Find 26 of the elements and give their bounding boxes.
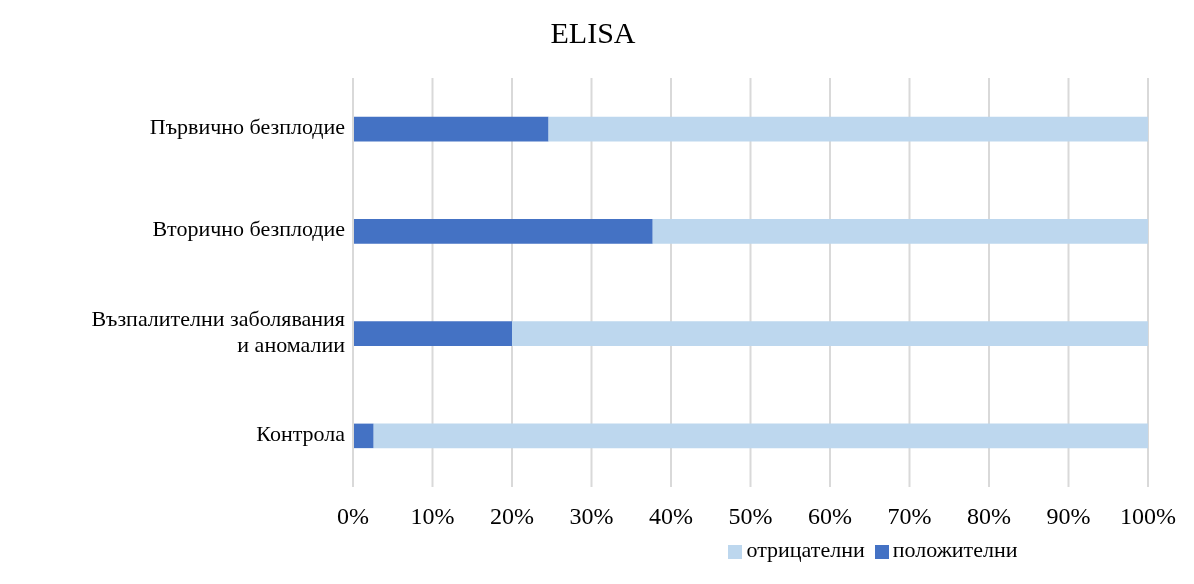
x-tick-label: 20% <box>490 503 534 530</box>
bar <box>353 116 549 142</box>
y-tick-label: Контрола <box>256 420 346 446</box>
bar <box>512 321 1148 346</box>
legend-label: положителни <box>892 537 1018 562</box>
legend-label: отрицателни <box>746 537 865 562</box>
bar <box>353 423 374 449</box>
bar <box>353 321 512 346</box>
x-tick-label: 10% <box>410 503 455 530</box>
chart-title: ELISA <box>549 15 637 51</box>
x-tick-label: 100% <box>1120 503 1176 530</box>
y-tick-label: Първично безплодие <box>149 114 345 140</box>
y-tick-label: Вторично безплодие <box>152 216 345 242</box>
x-tick-label: 30% <box>569 503 614 530</box>
bar <box>353 219 653 244</box>
bar <box>652 219 1148 244</box>
bar <box>548 116 1148 142</box>
x-tick-label: 70% <box>887 503 932 530</box>
x-tick-label: 0% <box>337 503 369 530</box>
x-tick-label: 60% <box>808 503 852 530</box>
x-tick-label: 40% <box>649 503 693 530</box>
bar <box>373 423 1148 449</box>
x-tick-label: 50% <box>728 503 773 530</box>
x-tick-label: 80% <box>967 503 1011 530</box>
x-tick-label: 90% <box>1046 503 1091 530</box>
y-tick-label: Възпалителни заболявания и аномалии <box>91 305 346 357</box>
